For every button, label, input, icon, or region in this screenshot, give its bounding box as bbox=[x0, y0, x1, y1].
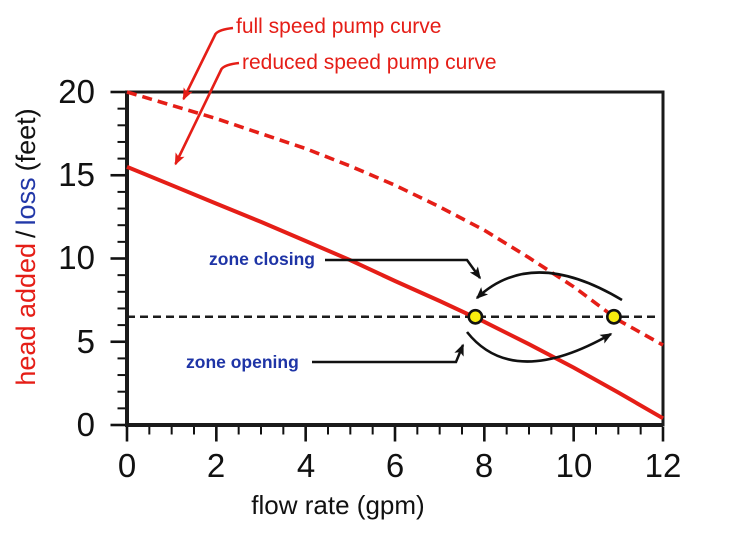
x-tick-label-12: 12 bbox=[644, 447, 682, 484]
y-axis-title: head added / loss (feet) bbox=[11, 76, 45, 418]
y-axis-title-units: (feet) bbox=[11, 108, 41, 172]
y-tick-label-0: 0 bbox=[76, 406, 95, 443]
legend-reduced-speed-label: reduced speed pump curve bbox=[242, 51, 497, 74]
full-speed-pump-curve bbox=[126, 90, 664, 347]
zone-opening-leader-arrow bbox=[312, 343, 465, 364]
zone-closing-label: zone closing bbox=[209, 249, 315, 269]
x-ticks bbox=[125, 427, 665, 442]
zone-closing-transition-arc bbox=[475, 271, 623, 302]
reduced-speed-pump-curve bbox=[126, 165, 664, 421]
zone-opening-label: zone opening bbox=[186, 352, 299, 372]
y-tick-label-10: 10 bbox=[58, 239, 95, 276]
plot-frame bbox=[125, 90, 665, 427]
operating-points bbox=[467, 308, 622, 325]
y-axis-title-head-added: head added bbox=[11, 242, 41, 386]
y-tick-label-20: 20 bbox=[58, 73, 95, 110]
x-tick-label-6: 6 bbox=[385, 447, 405, 484]
x-tick-label-0: 0 bbox=[117, 447, 137, 484]
x-axis-title: flow rate (gpm) bbox=[251, 490, 425, 520]
zone-closing-leader-arrow bbox=[325, 258, 482, 280]
y-axis-title-loss: loss bbox=[11, 177, 41, 226]
full-speed-leader-arrow bbox=[182, 26, 234, 101]
y-tick-label-15: 15 bbox=[58, 156, 95, 193]
operating-point-dot bbox=[467, 308, 484, 325]
legend-full-speed-label: full speed pump curve bbox=[236, 15, 442, 38]
zone-opening-transition-arc bbox=[465, 331, 613, 363]
reduced-speed-leader-arrow bbox=[174, 61, 240, 166]
y-ticks bbox=[110, 90, 125, 427]
x-tick-label-2: 2 bbox=[206, 447, 226, 484]
x-tick-label-8: 8 bbox=[474, 447, 494, 484]
x-tick-label-10: 10 bbox=[555, 447, 593, 484]
y-tick-label-5: 5 bbox=[76, 323, 95, 360]
y-axis-title-separator: / bbox=[11, 230, 41, 238]
x-tick-label-4: 4 bbox=[296, 447, 316, 484]
operating-point-dot bbox=[606, 308, 622, 325]
